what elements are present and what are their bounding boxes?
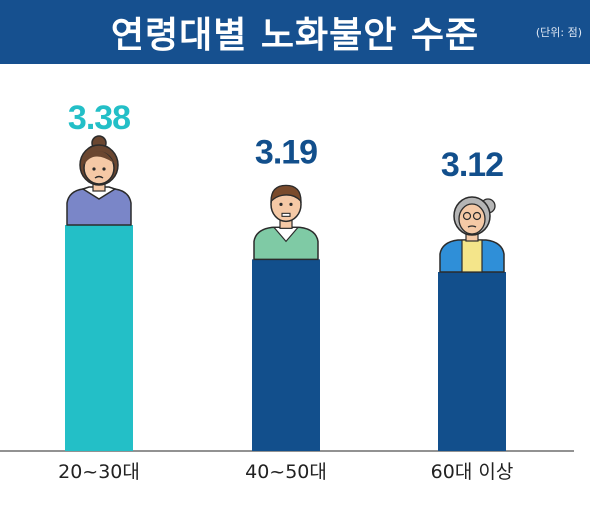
middle-aged-man-icon [253, 184, 319, 261]
bar [252, 259, 320, 451]
category-label: 20~30대 [58, 461, 140, 483]
category-label: 40~50대 [245, 461, 327, 483]
bar-chart: 3.38 20~30대 3.19 40~50대 3.12 60대 이상 [0, 99, 574, 483]
value-label: 3.38 [68, 99, 130, 137]
value-label: 3.12 [441, 146, 503, 184]
elderly-woman-icon [439, 196, 505, 273]
category-label: 60대 이상 [431, 461, 514, 483]
unit-label: (단위: 점) [535, 26, 582, 39]
value-label: 3.19 [255, 133, 317, 171]
title-banner: 연령대별 노화불안 수준 (단위: 점) [0, 0, 590, 64]
chart-title: 연령대별 노화불안 수준 [110, 15, 480, 56]
young-woman-icon [66, 135, 132, 226]
bar [65, 225, 133, 451]
bar [438, 272, 506, 451]
